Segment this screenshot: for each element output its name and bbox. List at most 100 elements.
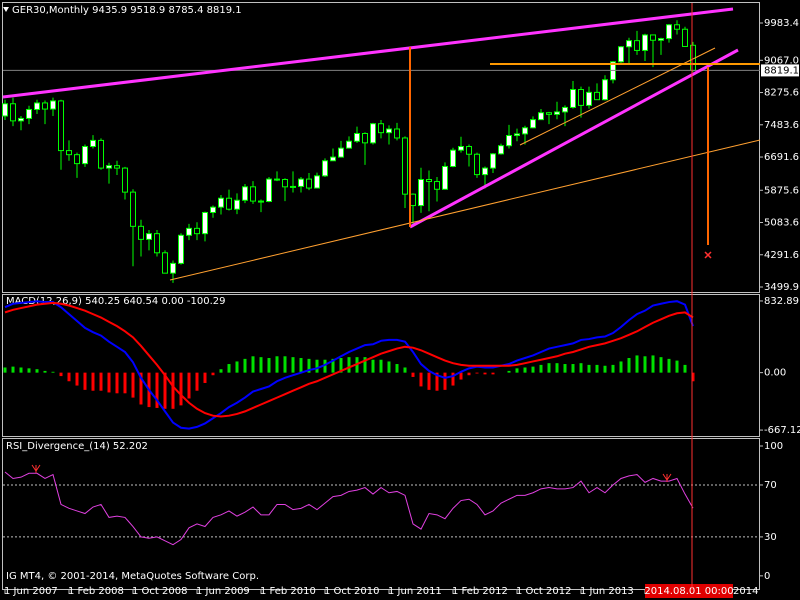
histogram-bar xyxy=(547,363,551,373)
panel-icon xyxy=(3,7,9,12)
macd-line xyxy=(4,300,694,430)
candle-body xyxy=(10,103,16,122)
histogram-bar xyxy=(379,359,383,373)
histogram-bar xyxy=(563,364,567,373)
candle-body xyxy=(234,199,240,210)
histogram-bar xyxy=(11,366,15,373)
candle-body xyxy=(250,186,256,202)
histogram-bar xyxy=(251,356,255,373)
histogram-bar xyxy=(451,372,455,386)
candle-body xyxy=(258,200,264,203)
histogram-bar xyxy=(219,369,223,373)
x-tick-label: 1 Feb 2010 xyxy=(260,586,316,597)
x-end-label: 2014 xyxy=(733,586,758,597)
histogram-bar xyxy=(667,358,671,373)
candle-body xyxy=(210,206,216,213)
candle-body xyxy=(346,140,352,149)
histogram-bar xyxy=(291,357,295,373)
candle-body xyxy=(122,167,128,193)
histogram-bar xyxy=(35,369,39,373)
cursor-label-box xyxy=(645,584,733,598)
candle-body xyxy=(98,139,104,169)
y-tick-label: 0 xyxy=(764,571,770,582)
candle-body xyxy=(570,89,576,108)
candle-body xyxy=(410,193,416,207)
rsi-title: RSI_Divergence_(14) 52.202 xyxy=(6,441,148,452)
candle-body xyxy=(394,128,400,139)
candle-body xyxy=(338,147,344,158)
candle-body xyxy=(106,165,112,169)
histogram-bar xyxy=(339,358,343,373)
histogram-bar xyxy=(619,361,623,373)
histogram-bar xyxy=(363,357,367,373)
histogram-bar xyxy=(187,372,191,399)
histogram-bar xyxy=(539,364,543,373)
histogram-bar xyxy=(531,366,535,373)
cursor-label: 2014.08.01 00:00 xyxy=(644,586,733,597)
histogram-bar xyxy=(323,359,327,373)
candle-body xyxy=(586,91,592,106)
histogram-bar xyxy=(507,370,511,373)
histogram-bar xyxy=(611,364,615,373)
candle-body xyxy=(178,234,184,264)
candle-body xyxy=(402,137,408,195)
histogram-bar xyxy=(107,372,111,393)
candle-body xyxy=(34,102,40,110)
candle-body xyxy=(482,167,488,176)
candle-body xyxy=(498,145,504,155)
candle-body xyxy=(162,252,168,274)
x-tick-label: 1 Feb 2008 xyxy=(68,586,124,597)
candle-body xyxy=(154,233,160,254)
histogram-bar xyxy=(443,372,447,390)
histogram-bar xyxy=(299,358,303,373)
candle-body xyxy=(42,102,48,110)
candle-body xyxy=(354,132,360,142)
y-tick-label: 6691.6 xyxy=(764,152,799,163)
candle-body xyxy=(562,106,568,113)
y-tick-label: 4291.6 xyxy=(764,250,799,261)
candle-body xyxy=(426,178,432,183)
histogram-bar xyxy=(475,372,479,374)
candle-body xyxy=(618,46,624,63)
histogram-bar xyxy=(691,372,695,382)
histogram-bar xyxy=(603,365,607,373)
bid-label-box xyxy=(761,64,799,77)
y-tick-label: 9067.0 xyxy=(764,55,799,66)
y-tick-label: 30 xyxy=(764,532,777,543)
candle-body xyxy=(218,197,224,208)
histogram-bar xyxy=(179,372,183,406)
histogram-bar xyxy=(283,356,287,373)
candle-body xyxy=(634,40,640,51)
x-tick-label: 1 Jun 2007 xyxy=(4,586,58,597)
histogram-bar xyxy=(203,372,207,383)
histogram-bar xyxy=(579,363,583,373)
candle-body xyxy=(58,100,64,152)
target-marker xyxy=(704,251,712,259)
histogram-bar xyxy=(27,368,31,373)
candle-body xyxy=(66,150,72,156)
histogram-bar xyxy=(347,357,351,373)
histogram-bar xyxy=(139,372,143,405)
rsi-line xyxy=(4,471,694,546)
candle-body xyxy=(114,165,120,169)
histogram-bar xyxy=(227,364,231,373)
histogram-bar xyxy=(427,372,431,390)
candle-body xyxy=(466,146,472,155)
histogram-bar xyxy=(411,372,415,377)
x-tick-label: 1 Jun 2009 xyxy=(196,586,250,597)
y-tick-label: -667.12 xyxy=(764,425,800,436)
candle-body xyxy=(226,197,232,210)
trend-line xyxy=(409,48,739,229)
y-tick-label: 0.00 xyxy=(764,368,786,379)
candle-body xyxy=(538,112,544,121)
divergence-marker xyxy=(31,464,41,473)
histogram-bar xyxy=(3,367,7,373)
candle-body xyxy=(506,135,512,147)
x-tick-label: 1 Feb 2012 xyxy=(452,586,508,597)
candle-body xyxy=(130,191,136,227)
candle-body xyxy=(530,119,536,129)
candle-body xyxy=(202,211,208,235)
histogram-bar xyxy=(275,356,279,373)
drawn-objects xyxy=(2,3,761,590)
